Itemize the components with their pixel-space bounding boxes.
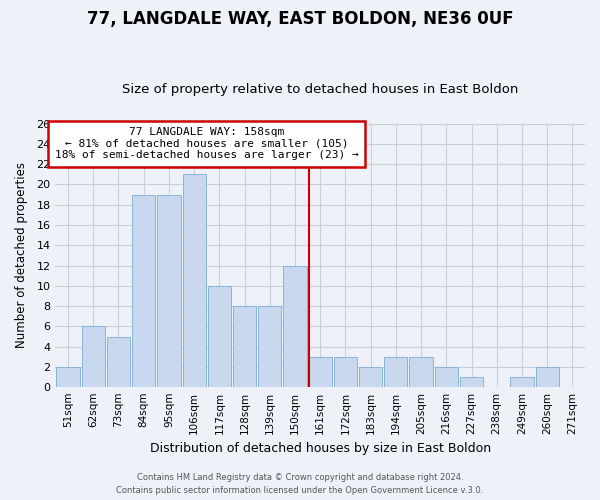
Bar xyxy=(384,357,407,388)
Bar xyxy=(409,357,433,388)
Bar xyxy=(56,367,80,388)
Title: Size of property relative to detached houses in East Boldon: Size of property relative to detached ho… xyxy=(122,83,518,96)
Bar xyxy=(258,306,281,388)
Bar xyxy=(511,377,533,388)
Bar xyxy=(107,336,130,388)
Bar xyxy=(359,367,382,388)
Bar xyxy=(82,326,105,388)
Bar xyxy=(460,377,483,388)
Bar xyxy=(334,357,357,388)
Text: 77, LANGDALE WAY, EAST BOLDON, NE36 0UF: 77, LANGDALE WAY, EAST BOLDON, NE36 0UF xyxy=(86,10,514,28)
X-axis label: Distribution of detached houses by size in East Boldon: Distribution of detached houses by size … xyxy=(149,442,491,455)
Bar xyxy=(157,194,181,388)
Bar xyxy=(435,367,458,388)
Bar xyxy=(132,194,155,388)
Bar xyxy=(182,174,206,388)
Bar xyxy=(308,357,332,388)
Text: 77 LANGDALE WAY: 158sqm
← 81% of detached houses are smaller (105)
18% of semi-d: 77 LANGDALE WAY: 158sqm ← 81% of detache… xyxy=(55,127,359,160)
Bar xyxy=(536,367,559,388)
Text: Contains HM Land Registry data © Crown copyright and database right 2024.
Contai: Contains HM Land Registry data © Crown c… xyxy=(116,474,484,495)
Bar xyxy=(233,306,256,388)
Y-axis label: Number of detached properties: Number of detached properties xyxy=(15,162,28,348)
Bar xyxy=(208,286,231,388)
Bar xyxy=(283,266,307,388)
